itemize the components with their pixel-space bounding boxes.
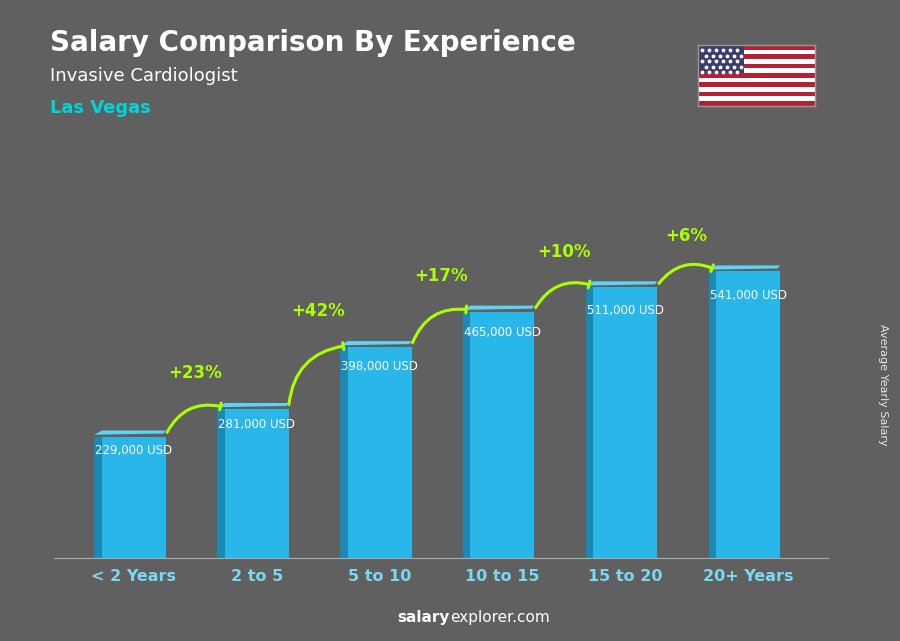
Bar <box>698 49 814 54</box>
Text: +10%: +10% <box>537 243 590 261</box>
Bar <box>698 82 814 87</box>
Text: +42%: +42% <box>292 303 345 320</box>
Polygon shape <box>340 341 411 345</box>
Bar <box>698 59 814 63</box>
Text: 398,000 USD: 398,000 USD <box>341 360 418 372</box>
Text: 541,000 USD: 541,000 USD <box>709 288 787 302</box>
Bar <box>698 45 814 49</box>
Polygon shape <box>217 403 289 407</box>
Polygon shape <box>708 271 716 558</box>
Polygon shape <box>463 312 471 558</box>
Text: explorer.com: explorer.com <box>450 610 550 625</box>
Bar <box>698 45 744 73</box>
Polygon shape <box>94 437 102 558</box>
Polygon shape <box>340 347 347 558</box>
Text: +6%: +6% <box>666 227 707 245</box>
Bar <box>698 96 814 101</box>
Bar <box>716 271 780 558</box>
Polygon shape <box>708 265 780 270</box>
Polygon shape <box>94 431 166 435</box>
Bar <box>102 437 166 558</box>
Bar <box>698 73 814 78</box>
Bar <box>698 63 814 69</box>
Bar <box>698 78 814 82</box>
Bar <box>471 312 535 558</box>
Text: +17%: +17% <box>414 267 468 285</box>
Polygon shape <box>586 281 657 285</box>
Text: 281,000 USD: 281,000 USD <box>218 418 295 431</box>
Text: 465,000 USD: 465,000 USD <box>464 326 541 339</box>
Text: Average Yearly Salary: Average Yearly Salary <box>878 324 887 445</box>
Bar <box>593 287 657 558</box>
Text: Salary Comparison By Experience: Salary Comparison By Experience <box>50 29 575 57</box>
Text: +23%: +23% <box>168 364 222 382</box>
Polygon shape <box>463 306 535 310</box>
Bar <box>698 92 814 96</box>
Bar <box>698 69 814 73</box>
Text: salary: salary <box>398 610 450 625</box>
Bar <box>347 347 411 558</box>
Bar <box>698 87 814 92</box>
Bar <box>698 101 814 106</box>
Polygon shape <box>217 409 225 558</box>
Text: 511,000 USD: 511,000 USD <box>587 304 664 317</box>
Text: Las Vegas: Las Vegas <box>50 99 150 117</box>
Text: Invasive Cardiologist: Invasive Cardiologist <box>50 67 237 85</box>
Polygon shape <box>586 287 593 558</box>
Text: 229,000 USD: 229,000 USD <box>95 444 173 457</box>
Bar <box>698 54 814 59</box>
Bar <box>225 409 289 558</box>
